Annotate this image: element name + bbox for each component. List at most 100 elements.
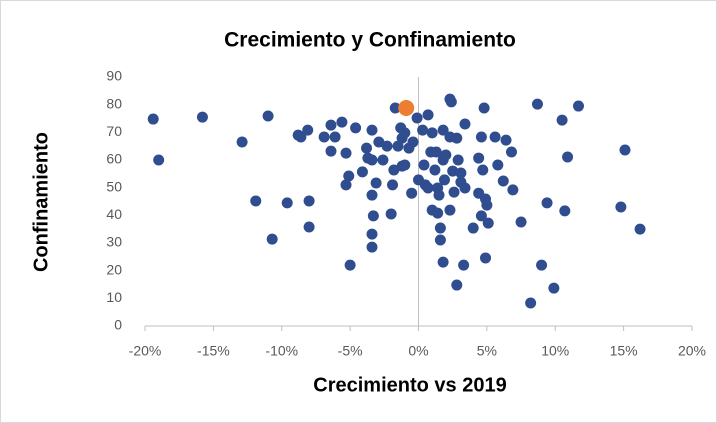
point [422, 182, 434, 194]
point [336, 116, 348, 128]
chart-title: Crecimiento y Confinamiento [224, 29, 516, 52]
point [303, 221, 315, 233]
point [556, 114, 568, 126]
point [302, 124, 314, 136]
point [356, 166, 368, 178]
point [266, 233, 278, 245]
point [515, 216, 527, 228]
point [407, 136, 419, 148]
point [367, 210, 379, 222]
point [343, 170, 355, 182]
point [459, 182, 471, 194]
point [455, 167, 467, 179]
point [377, 154, 389, 166]
y-tick-label: 30 [106, 234, 122, 250]
point [497, 175, 509, 187]
point [451, 132, 463, 144]
point [619, 144, 631, 156]
point [445, 96, 457, 108]
point [451, 279, 463, 291]
point [525, 297, 537, 309]
point [536, 259, 548, 271]
point [448, 186, 460, 198]
y-tick-label: 70 [106, 123, 122, 139]
point [411, 112, 423, 124]
y-tick-label: 60 [106, 151, 122, 167]
x-tick-label: 15% [610, 343, 638, 359]
point [458, 259, 470, 271]
point [388, 164, 400, 176]
point [548, 282, 560, 294]
point [370, 177, 382, 189]
x-tick-label: 5% [477, 343, 497, 359]
point [366, 241, 378, 253]
point [432, 207, 444, 219]
point [480, 252, 492, 264]
point [562, 151, 574, 163]
point [440, 149, 452, 161]
point [236, 136, 248, 148]
point [153, 154, 165, 166]
point [250, 195, 262, 207]
point [418, 159, 430, 171]
point [473, 152, 485, 164]
point [325, 145, 337, 157]
point [361, 142, 373, 154]
point [434, 234, 446, 246]
point [500, 134, 512, 146]
point [492, 159, 504, 171]
point [444, 204, 456, 216]
x-tick-label: 0% [408, 343, 428, 359]
point [417, 124, 429, 136]
point [281, 197, 293, 209]
point [459, 118, 471, 130]
point [434, 222, 446, 234]
point [559, 205, 571, 217]
point [329, 131, 341, 143]
point [366, 189, 378, 201]
point [541, 197, 553, 209]
x-tick-label: -10% [265, 343, 298, 359]
point [426, 127, 438, 139]
point [385, 208, 397, 220]
point [477, 164, 489, 176]
point [481, 199, 493, 211]
point [505, 146, 517, 158]
x-tick-label: -20% [129, 343, 162, 359]
point [437, 124, 449, 136]
point [399, 159, 411, 171]
point [387, 179, 399, 191]
point [482, 217, 494, 229]
point [447, 165, 459, 177]
point [433, 189, 445, 201]
point [398, 99, 415, 116]
point [406, 187, 418, 199]
point [399, 127, 411, 139]
point [366, 124, 378, 136]
point [422, 109, 434, 121]
point [295, 131, 307, 143]
point [489, 131, 501, 143]
y-tick-label: 20 [106, 261, 122, 277]
y-tick-label: 0 [114, 317, 122, 333]
point [634, 223, 646, 235]
x-tick-label: 20% [678, 343, 706, 359]
point [381, 140, 393, 152]
y-tick-label: 10 [106, 289, 122, 305]
x-tick-label: -15% [197, 343, 230, 359]
y-tick-label: 40 [106, 206, 122, 222]
point [429, 164, 441, 176]
point [572, 100, 584, 112]
point [531, 98, 543, 110]
y-tick-label: 90 [106, 68, 122, 84]
point [196, 111, 208, 123]
y-tick-label: 80 [106, 95, 122, 111]
point [437, 256, 449, 268]
point [366, 154, 378, 166]
point [303, 195, 315, 207]
point [452, 154, 464, 166]
point [147, 113, 159, 125]
x-tick-label: 10% [541, 343, 569, 359]
